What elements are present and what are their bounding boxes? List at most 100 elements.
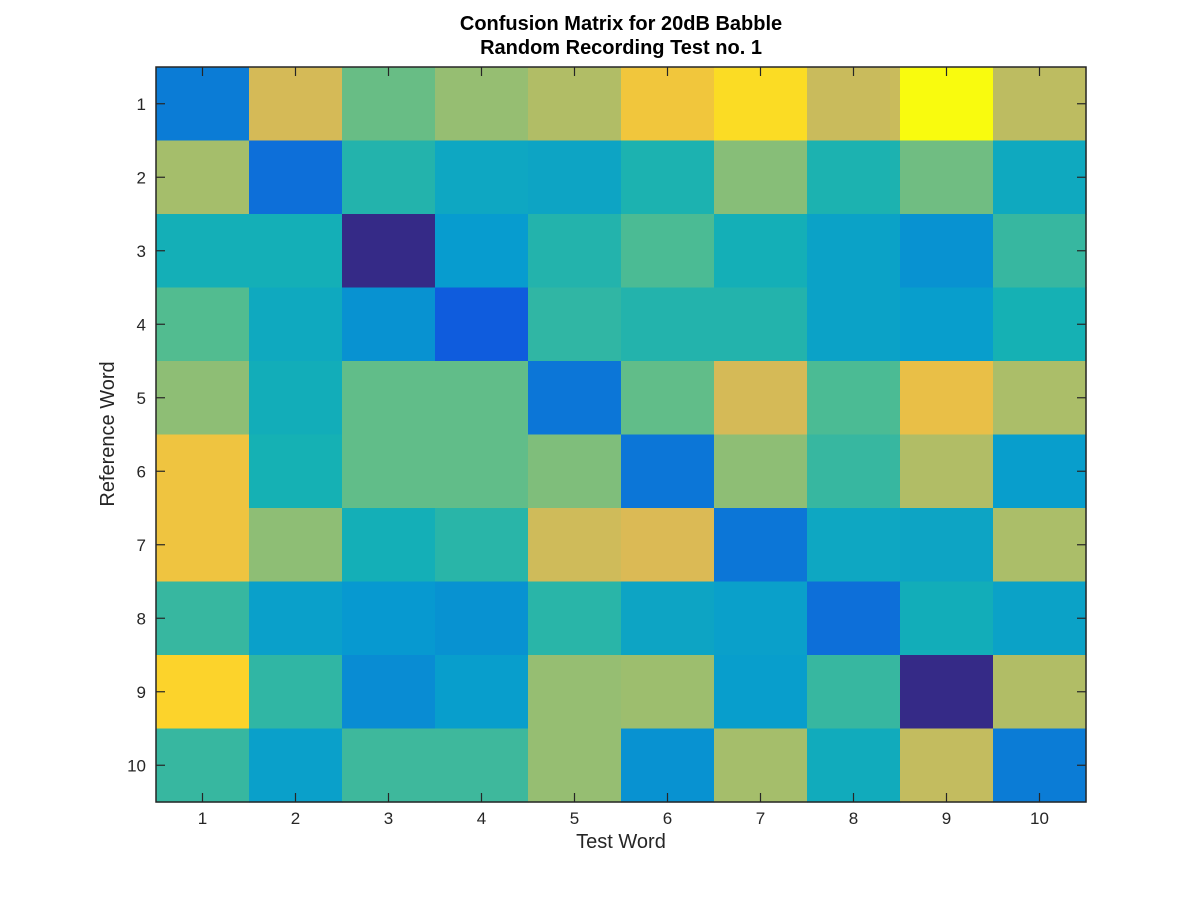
heatmap-cell-r8-c1 <box>156 581 250 656</box>
heatmap-cell-r5-c9 <box>900 361 994 436</box>
heatmap-cell-r4-c3 <box>342 287 436 362</box>
y-tick-label: 9 <box>137 683 146 702</box>
heatmap-cell-r1-c2 <box>249 67 343 142</box>
heatmap-cell-r2-c6 <box>621 140 715 215</box>
heatmap-cell-r3-c3 <box>342 214 436 289</box>
x-tick-label: 10 <box>1030 809 1049 828</box>
heatmap-cell-r1-c4 <box>435 67 529 142</box>
heatmap-cell-r7-c9 <box>900 508 994 583</box>
heatmap-cell-r4-c5 <box>528 287 622 362</box>
heatmap-cell-r1-c5 <box>528 67 622 142</box>
y-tick-label: 4 <box>137 315 146 334</box>
heatmap-cell-r1-c9 <box>900 67 994 142</box>
plot-area-frame <box>155 66 1087 803</box>
heatmap-cell-r2-c3 <box>342 140 436 215</box>
heatmap-cell-r5-c3 <box>342 361 436 436</box>
heatmap-cell-r3-c4 <box>435 214 529 289</box>
y-tick-label: 3 <box>137 242 146 261</box>
y-tick-label: 1 <box>137 95 146 114</box>
heatmap-cell-r10-c1 <box>156 728 250 803</box>
heatmap-cell-r7-c2 <box>249 508 343 583</box>
heatmap-cell-r3-c2 <box>249 214 343 289</box>
heatmap-cell-r3-c8 <box>807 214 901 289</box>
y-tick-label: 10 <box>127 756 146 775</box>
heatmap-cell-r7-c3 <box>342 508 436 583</box>
heatmap-cell-r8-c2 <box>249 581 343 656</box>
heatmap-cell-r6-c2 <box>249 434 343 509</box>
heatmap-cell-r4-c8 <box>807 287 901 362</box>
heatmap-cell-r7-c10 <box>993 508 1087 583</box>
heatmap-cell-r4-c10 <box>993 287 1087 362</box>
heatmap-cell-r4-c7 <box>714 287 808 362</box>
heatmap-cell-r6-c5 <box>528 434 622 509</box>
heatmap-cell-r4-c9 <box>900 287 994 362</box>
x-tick-label: 2 <box>291 809 300 828</box>
y-tick-label: 8 <box>137 609 146 628</box>
heatmap-cell-r6-c9 <box>900 434 994 509</box>
x-tick-label: 3 <box>384 809 393 828</box>
heatmap-cells <box>156 67 1087 803</box>
heatmap-cell-r8-c8 <box>807 581 901 656</box>
heatmap-cell-r9-c8 <box>807 655 901 730</box>
heatmap-cell-r6-c1 <box>156 434 250 509</box>
heatmap-cell-r10-c10 <box>993 728 1087 803</box>
heatmap-cell-r8-c3 <box>342 581 436 656</box>
heatmap-cell-r8-c7 <box>714 581 808 656</box>
heatmap-cell-r7-c8 <box>807 508 901 583</box>
heatmap-cell-r2-c8 <box>807 140 901 215</box>
chart-title-line-1: Confusion Matrix for 20dB Babble <box>460 13 782 35</box>
heatmap-cell-r2-c1 <box>156 140 250 215</box>
heatmap-cell-r2-c9 <box>900 140 994 215</box>
heatmap-cell-r10-c9 <box>900 728 994 803</box>
y-axis-label: Reference Word <box>97 361 119 506</box>
heatmap-cell-r6-c8 <box>807 434 901 509</box>
heatmap-cell-r5-c6 <box>621 361 715 436</box>
heatmap-cell-r4-c2 <box>249 287 343 362</box>
heatmap-cell-r10-c6 <box>621 728 715 803</box>
heatmap-cell-r5-c1 <box>156 361 250 436</box>
heatmap-cell-r8-c5 <box>528 581 622 656</box>
y-tick-label: 5 <box>137 389 146 408</box>
heatmap-cell-r1-c8 <box>807 67 901 142</box>
heatmap-cell-r3-c5 <box>528 214 622 289</box>
y-tick-label: 7 <box>137 536 146 555</box>
heatmap-cell-r6-c4 <box>435 434 529 509</box>
heatmap-cell-r2-c10 <box>993 140 1087 215</box>
heatmap-cell-r9-c2 <box>249 655 343 730</box>
heatmap-cell-r1-c1 <box>156 67 250 142</box>
heatmap-cell-r10-c3 <box>342 728 436 803</box>
x-tick-label: 7 <box>756 809 765 828</box>
heatmap-cell-r1-c10 <box>993 67 1087 142</box>
heatmap-cell-r6-c7 <box>714 434 808 509</box>
heatmap-cell-r7-c1 <box>156 508 250 583</box>
heatmap-cell-r1-c3 <box>342 67 436 142</box>
heatmap-cell-r9-c3 <box>342 655 436 730</box>
heatmap-cell-r3-c9 <box>900 214 994 289</box>
heatmap-cell-r10-c5 <box>528 728 622 803</box>
heatmap-cell-r1-c6 <box>621 67 715 142</box>
heatmap-cell-r9-c9 <box>900 655 994 730</box>
heatmap-cell-r5-c2 <box>249 361 343 436</box>
heatmap-cell-r3-c7 <box>714 214 808 289</box>
chart-title-line-2: Random Recording Test no. 1 <box>480 37 762 59</box>
heatmap-cell-r8-c6 <box>621 581 715 656</box>
heatmap-cell-r7-c6 <box>621 508 715 583</box>
heatmap-cell-r3-c6 <box>621 214 715 289</box>
x-tick-label: 6 <box>663 809 672 828</box>
heatmap-cell-r2-c4 <box>435 140 529 215</box>
heatmap-cell-r2-c7 <box>714 140 808 215</box>
x-tick-label: 5 <box>570 809 579 828</box>
heatmap-cell-r4-c6 <box>621 287 715 362</box>
heatmap-cell-r5-c7 <box>714 361 808 436</box>
heatmap-cell-r9-c4 <box>435 655 529 730</box>
heatmap-cell-r6-c3 <box>342 434 436 509</box>
heatmap-cell-r9-c10 <box>993 655 1087 730</box>
heatmap-cell-r10-c8 <box>807 728 901 803</box>
heatmap-cell-r6-c6 <box>621 434 715 509</box>
heatmap-cell-r3-c10 <box>993 214 1087 289</box>
x-axis-label: Test Word <box>576 831 666 853</box>
heatmap-cell-r3-c1 <box>156 214 250 289</box>
heatmap-cell-r5-c8 <box>807 361 901 436</box>
heatmap-cell-r7-c7 <box>714 508 808 583</box>
heatmap-cell-r4-c1 <box>156 287 250 362</box>
